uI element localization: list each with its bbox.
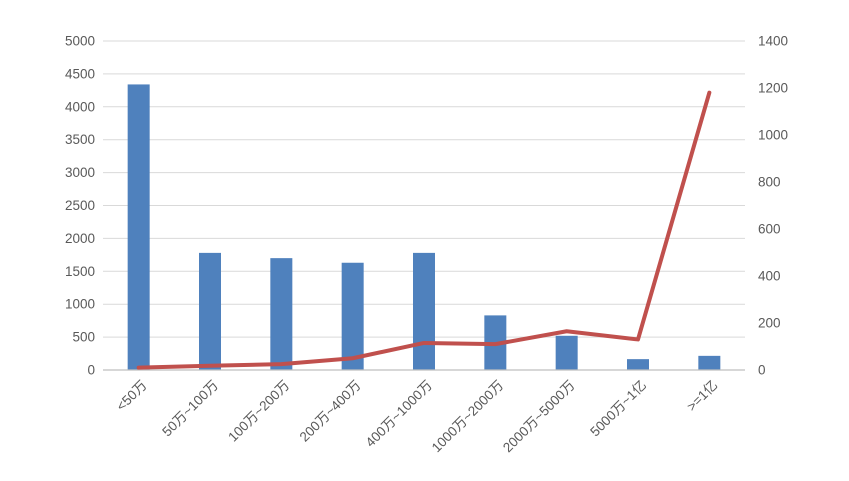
bar <box>341 262 364 370</box>
bar <box>555 335 578 370</box>
right-axis-tick-label: 1400 <box>758 34 788 49</box>
left-axis-tick-label: 3500 <box>65 132 95 147</box>
x-axis-category-label: 5000万~1亿 <box>587 378 649 440</box>
x-axis-category-label: 2000万~5000万 <box>500 378 578 456</box>
right-axis-tick-label: 1200 <box>758 81 788 96</box>
x-axis-category-label: 50万~100万 <box>159 378 221 440</box>
right-axis-tick-label: 0 <box>758 363 766 378</box>
x-axis-category-label: >=1亿 <box>684 378 721 415</box>
left-axis-tick-label: 5000 <box>65 34 95 49</box>
bar <box>413 252 435 370</box>
right-axis-tick-label: 200 <box>758 316 781 331</box>
trend-line <box>136 90 712 370</box>
left-axis-tick-label: 4000 <box>65 99 95 114</box>
bar <box>627 359 649 370</box>
x-axis-category-label: 400万~1000万 <box>363 378 435 450</box>
x-axis-category-label: 200万~400万 <box>297 378 364 445</box>
x-axis-category-label: 1000万~2000万 <box>429 378 507 456</box>
bar <box>199 252 221 370</box>
right-axis-tick-label: 400 <box>758 269 781 284</box>
left-axis-tick-label: 1500 <box>65 264 95 279</box>
right-axis-tick-label: 800 <box>758 175 781 190</box>
x-axis-category-label: 100万~200万 <box>225 378 292 445</box>
left-axis-tick-label: 2000 <box>65 231 95 246</box>
right-axis-tick-label: 1000 <box>758 128 788 143</box>
bar <box>270 258 293 370</box>
left-axis-tick-label: 4500 <box>65 66 95 81</box>
left-axis-tick-label: 500 <box>72 330 95 345</box>
left-axis-tick-label: 2500 <box>65 198 95 213</box>
bar <box>698 355 721 370</box>
left-axis-tick-label: 1000 <box>65 297 95 312</box>
bar <box>127 84 150 370</box>
left-axis-tick-label: 0 <box>87 363 95 378</box>
left-axis-tick-label: 3000 <box>65 165 95 180</box>
x-axis-category-label: <50万 <box>113 378 149 414</box>
right-axis-tick-label: 600 <box>758 222 781 237</box>
